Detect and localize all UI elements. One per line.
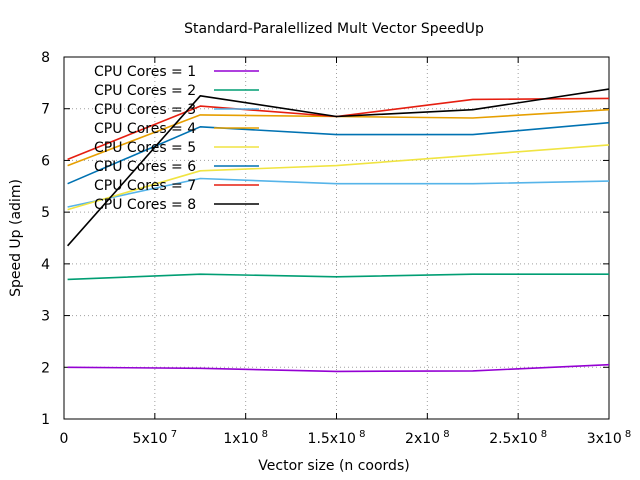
chart-title: Standard-Paralellized Mult Vector SpeedU… <box>184 21 484 37</box>
series-line-8 <box>67 88 610 247</box>
x-tick-exponent: 8 <box>622 429 632 440</box>
y-tick-label: 5 <box>41 205 50 221</box>
y-tick-label: 8 <box>41 50 50 66</box>
x-tick-exponent: 7 <box>168 429 178 440</box>
legend-label-2: CPU Cores = 2 <box>94 83 196 99</box>
x-tick-label: 1.5x10 8 <box>308 429 366 447</box>
legend-label-5: CPU Cores = 5 <box>94 140 196 156</box>
legend-label-1: CPU Cores = 1 <box>94 64 196 80</box>
x-tick-exponent: 8 <box>440 429 450 440</box>
x-tick-exponent: 8 <box>538 429 548 440</box>
legend-label-6: CPU Cores = 6 <box>94 159 196 175</box>
legend-label-8: CPU Cores = 8 <box>94 197 196 213</box>
y-axis-label: Speed Up (adim) <box>8 179 24 297</box>
axis-ticks: 0 5x10 7 1x10 8 1.5x10 8 2x10 8 2.5x10 8 3x10 … <box>41 50 631 447</box>
y-tick-label: 1 <box>41 412 50 428</box>
x-tick-label: 2.5x10 8 <box>489 429 547 447</box>
legend: CPU Cores = 1 CPU Cores = 2 CPU Cores = 3 C… <box>94 64 259 213</box>
series-line-3 <box>67 177 610 208</box>
y-tick-label: 3 <box>41 309 50 325</box>
legend-label-3: CPU Cores = 3 <box>94 102 196 118</box>
y-tick-label: 7 <box>41 102 50 118</box>
y-tick-label: 2 <box>41 360 50 376</box>
series-line-2 <box>67 273 609 281</box>
y-tick-label: 6 <box>41 153 50 169</box>
series-line-4 <box>67 108 610 167</box>
x-tick-label: 1x10 8 <box>223 429 268 447</box>
x-tick-label: 0 <box>60 431 69 447</box>
x-tick-exponent: 8 <box>258 429 268 440</box>
legend-label-4: CPU Cores = 4 <box>94 121 196 137</box>
x-tick-label: 2x10 8 <box>405 429 450 447</box>
series-line-1 <box>67 363 610 373</box>
y-tick-label: 4 <box>41 257 50 273</box>
x-tick-label: 5x10 7 <box>133 429 178 447</box>
x-tick-label: 3x10 8 <box>587 429 632 447</box>
x-tick-exponent: 8 <box>356 429 366 440</box>
data-series <box>67 88 610 373</box>
series-line-5 <box>67 144 610 211</box>
legend-label-7: CPU Cores = 7 <box>94 178 196 194</box>
x-axis-label: Vector size (n coords) <box>258 458 409 474</box>
